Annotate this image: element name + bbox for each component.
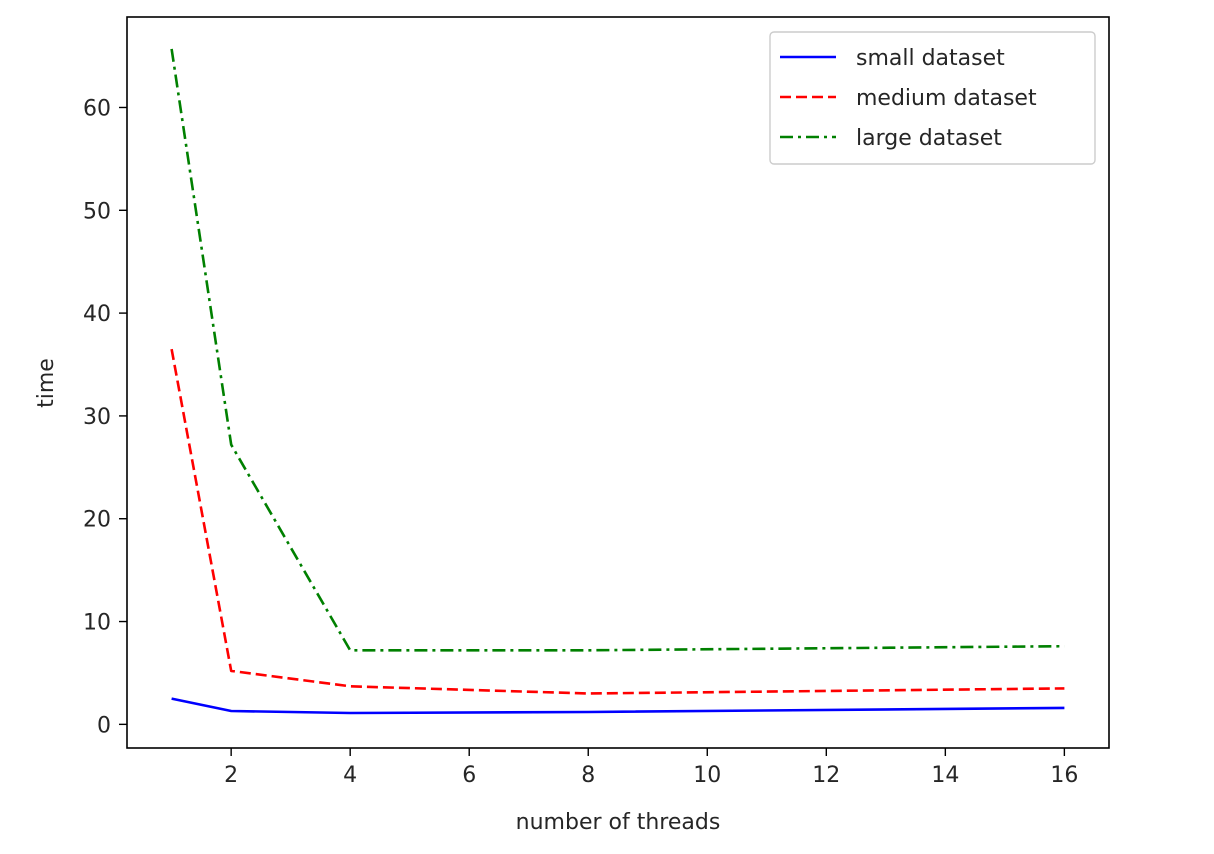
series-layer xyxy=(170,48,1065,715)
x-tick-label: 6 xyxy=(462,763,476,788)
legend: small dataset medium dataset large dataset xyxy=(769,31,1096,165)
series-line-1 xyxy=(171,697,1065,715)
y-axis-label: time xyxy=(34,358,59,408)
y-tick-label: 30 xyxy=(83,405,111,430)
series-line-3 xyxy=(170,48,1065,652)
legend-box xyxy=(769,31,1096,165)
x-tick-label: 2 xyxy=(224,763,238,788)
x-axis-label: number of threads xyxy=(516,810,721,835)
y-tick-label: 40 xyxy=(83,302,111,327)
x-tick-label: 4 xyxy=(343,763,357,788)
x-tick-label: 14 xyxy=(931,763,959,788)
y-tick-label: 0 xyxy=(97,713,111,738)
legend-label-2: medium dataset xyxy=(856,86,1037,111)
series-line-2 xyxy=(170,348,1065,695)
y-axis-ticks: 0 10 20 30 40 50 60 xyxy=(83,96,127,738)
legend-label-3: large dataset xyxy=(856,126,1002,151)
y-tick-label: 50 xyxy=(83,199,111,224)
y-tick-label: 60 xyxy=(83,96,111,121)
x-tick-label: 8 xyxy=(581,763,595,788)
x-tick-label: 12 xyxy=(812,763,840,788)
legend-label-1: small dataset xyxy=(856,46,1005,71)
plot-frame xyxy=(126,16,1110,749)
x-tick-label: 16 xyxy=(1050,763,1078,788)
y-tick-label: 10 xyxy=(83,611,111,636)
x-tick-label: 10 xyxy=(693,763,721,788)
y-tick-label: 20 xyxy=(83,508,111,533)
x-axis-ticks: 2 4 6 8 10 12 14 16 xyxy=(224,748,1078,788)
